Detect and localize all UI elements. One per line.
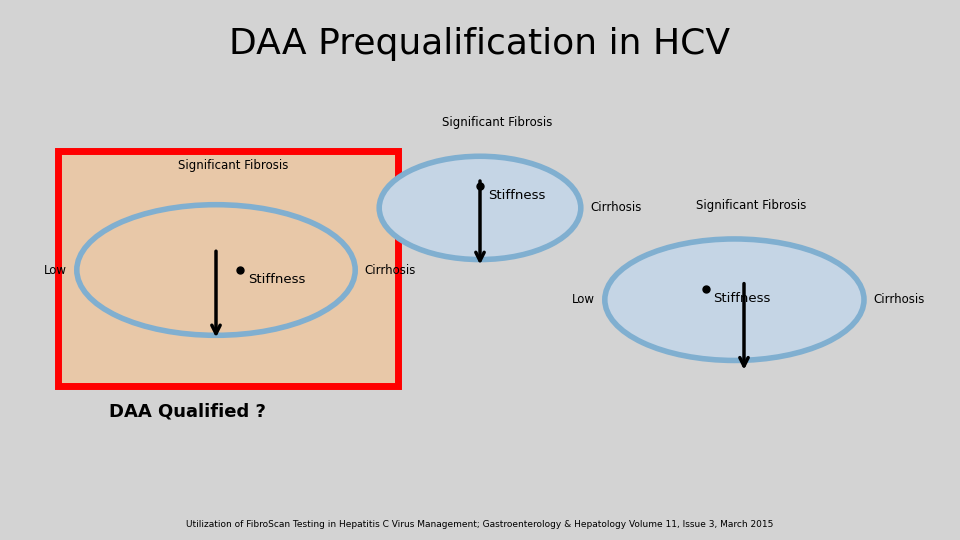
Ellipse shape <box>379 156 581 260</box>
Text: Stiffness: Stiffness <box>713 292 771 305</box>
Text: Utilization of FibroScan Testing in Hepatitis C Virus Management; Gastroenterolo: Utilization of FibroScan Testing in Hepa… <box>186 520 774 529</box>
Text: Stiffness: Stiffness <box>248 273 305 286</box>
Text: DAA Prequalification in HCV: DAA Prequalification in HCV <box>229 27 731 61</box>
Text: Significant Fibrosis: Significant Fibrosis <box>696 199 806 212</box>
Ellipse shape <box>77 205 355 335</box>
Text: Low: Low <box>44 264 67 276</box>
Text: Cirrhosis: Cirrhosis <box>874 293 925 306</box>
Text: DAA Qualified ?: DAA Qualified ? <box>108 402 266 420</box>
Text: Stiffness: Stiffness <box>488 189 545 202</box>
Text: Cirrhosis: Cirrhosis <box>365 264 417 276</box>
Text: Significant Fibrosis: Significant Fibrosis <box>178 159 288 172</box>
Ellipse shape <box>605 239 864 361</box>
Text: Significant Fibrosis: Significant Fibrosis <box>442 116 552 129</box>
Text: Low: Low <box>572 293 595 306</box>
FancyBboxPatch shape <box>58 151 398 386</box>
Text: Cirrhosis: Cirrhosis <box>590 201 642 214</box>
